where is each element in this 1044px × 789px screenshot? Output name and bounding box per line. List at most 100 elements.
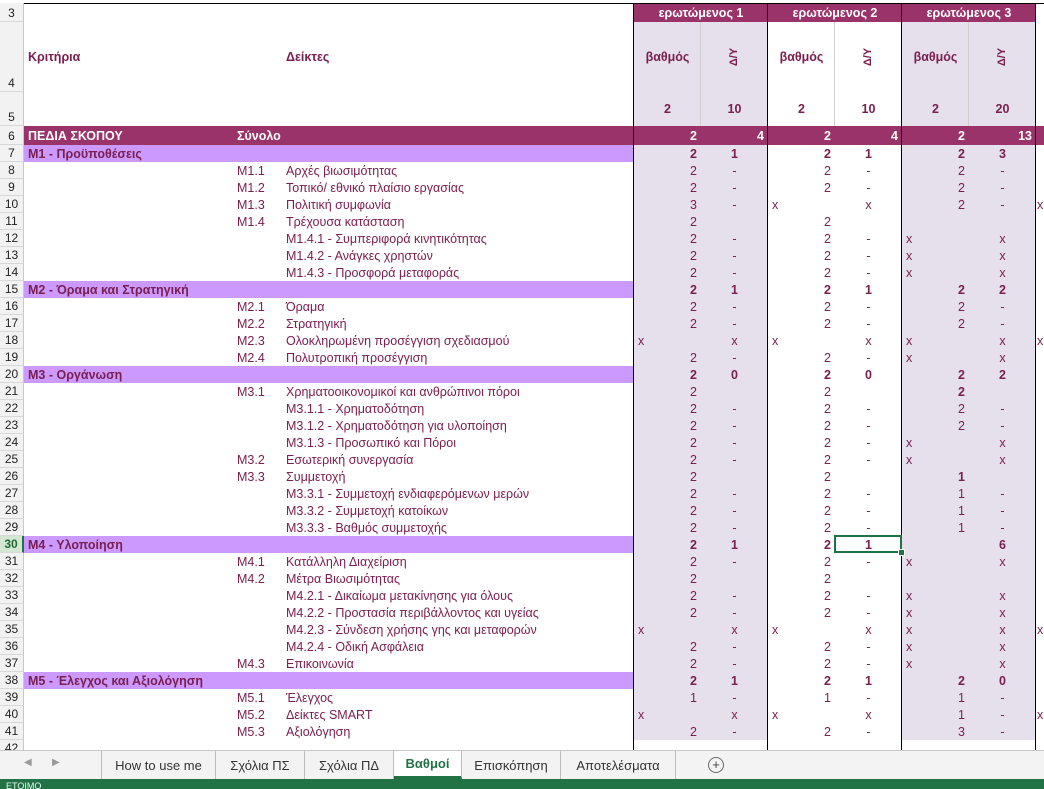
score-cell[interactable]: 2 — [824, 520, 831, 535]
na-cell[interactable]: - — [732, 724, 737, 739]
row-number[interactable]: 4 — [0, 22, 24, 92]
score-cell[interactable]: 2 — [690, 605, 697, 620]
na-cell[interactable]: x — [999, 435, 1006, 450]
na-cell[interactable]: - — [866, 350, 871, 365]
na-cell[interactable] — [701, 570, 768, 587]
row-number[interactable]: 3 — [0, 3, 24, 22]
score-cell[interactable]: x — [772, 707, 779, 722]
score-cell[interactable]: 1 — [958, 690, 965, 705]
score-cell[interactable]: 2 — [958, 299, 965, 314]
score-cell[interactable]: 2 — [824, 605, 831, 620]
na-cell[interactable]: 1 — [731, 673, 738, 688]
na-cell[interactable]: - — [1000, 197, 1005, 212]
score-cell[interactable]: 2 — [824, 265, 831, 280]
score-cell[interactable]: 1 — [958, 469, 965, 484]
score-cell[interactable]: 2 — [690, 724, 697, 739]
na-cell[interactable]: - — [866, 265, 871, 280]
score-cell[interactable]: x — [772, 197, 779, 212]
na-header-3[interactable]: Δ/Υ — [969, 22, 1036, 92]
na-cell[interactable]: - — [866, 486, 871, 501]
na-cell[interactable]: - — [866, 180, 871, 195]
na-cell[interactable]: - — [732, 316, 737, 331]
na-cell[interactable]: 2 — [999, 282, 1006, 297]
scroll-left-icon[interactable]: ◀ — [24, 757, 32, 768]
score-cell[interactable]: 2 — [824, 452, 831, 467]
score-cell[interactable]: 2 — [690, 401, 697, 416]
score-cell[interactable]: 2 — [824, 554, 831, 569]
row-number[interactable]: 14 — [0, 264, 24, 281]
score-cell[interactable]: 2 — [824, 316, 831, 331]
na-cell[interactable]: 0 — [731, 367, 738, 382]
score-cell[interactable]: 2 — [690, 537, 697, 552]
sub-indicator-label[interactable]: Μ4.2.4 - Οδική Ασφάλεια — [286, 639, 424, 654]
na-cell[interactable]: - — [732, 418, 737, 433]
na-cell[interactable]: - — [866, 554, 871, 569]
overflow-cell[interactable]: x — [1037, 197, 1044, 212]
score-cell[interactable]: 2 — [824, 656, 831, 671]
na-cell[interactable]: - — [732, 690, 737, 705]
na-cell[interactable]: x — [999, 248, 1006, 263]
row-number[interactable]: 15 — [0, 281, 24, 298]
na-cell[interactable] — [969, 383, 1036, 400]
score-cell[interactable]: 2 — [824, 299, 831, 314]
na-cell[interactable]: - — [1000, 520, 1005, 535]
score-cell[interactable]: 2 — [824, 367, 831, 382]
na-cell[interactable]: - — [732, 520, 737, 535]
na-cell[interactable]: 1 — [865, 673, 872, 688]
score-cell[interactable]: 2 — [824, 384, 831, 399]
na-cell[interactable] — [969, 570, 1036, 587]
indicator-label[interactable]: Πολυτροπική προσέγγιση — [286, 350, 428, 365]
score-cell[interactable]: 2 — [690, 554, 697, 569]
score-cell[interactable]: 2 — [824, 418, 831, 433]
score-cell[interactable]: 1 — [958, 486, 965, 501]
na-cell[interactable]: 1 — [865, 537, 872, 552]
row-number[interactable]: 7 — [0, 145, 24, 162]
indicators-header[interactable]: Δείκτες — [286, 50, 330, 64]
indicator-label[interactable]: Μέτρα Βιωσιμότητας — [286, 571, 400, 586]
score-cell[interactable]: 2 — [690, 214, 697, 229]
score-cell[interactable]: 2 — [690, 452, 697, 467]
indicator-label[interactable]: Χρηματοοικονομικοί και ανθρώπινοι πόροι — [286, 384, 520, 399]
na-cell[interactable]: x — [999, 656, 1006, 671]
score-cell[interactable]: 2 — [958, 367, 965, 382]
weight-cell[interactable]: 10 — [701, 92, 768, 126]
na-cell[interactable]: - — [866, 231, 871, 246]
weight-cell[interactable]: 10 — [861, 102, 876, 116]
indicator-label[interactable]: Επικοινωνία — [286, 656, 354, 671]
na-cell[interactable]: - — [1000, 724, 1005, 739]
na-cell[interactable]: - — [866, 418, 871, 433]
na-cell[interactable]: x — [999, 231, 1006, 246]
score-cell[interactable]: x — [906, 452, 913, 467]
indicator-code[interactable]: Μ4.3 — [237, 656, 265, 671]
score-cell[interactable]: 2 — [690, 299, 697, 314]
weight-cell[interactable]: 20 — [969, 92, 1036, 126]
row-number[interactable]: 12 — [0, 230, 24, 247]
score-cell[interactable]: 2 — [690, 486, 697, 501]
score-cell[interactable] — [902, 536, 969, 553]
sub-indicator-label[interactable]: Μ1.4.1 - Συμπεριφορά κινητικότητας — [286, 231, 487, 246]
weight-cell[interactable]: 2 — [798, 102, 805, 116]
na-cell[interactable]: x — [865, 622, 872, 637]
row-number[interactable]: 19 — [0, 349, 24, 366]
na-cell[interactable]: - — [732, 486, 737, 501]
selected-cell[interactable] — [834, 535, 902, 553]
na-cell[interactable]: x — [999, 622, 1006, 637]
score-cell[interactable]: x — [906, 333, 913, 348]
na-cell[interactable]: - — [866, 435, 871, 450]
score-cell[interactable]: x — [638, 622, 645, 637]
na-cell[interactable]: - — [866, 316, 871, 331]
na-cell[interactable]: x — [865, 707, 872, 722]
row-number[interactable]: 8 — [0, 162, 24, 179]
na-header-1[interactable]: Δ/Υ — [701, 22, 768, 92]
na-cell[interactable]: - — [1000, 163, 1005, 178]
indicator-code[interactable]: Μ3.3 — [237, 469, 265, 484]
na-cell[interactable]: x — [999, 639, 1006, 654]
sub-indicator-label[interactable]: Μ3.1.1 - Χρηματοδότηση — [286, 401, 425, 416]
row-number[interactable]: 33 — [0, 587, 24, 604]
indicator-label[interactable]: Συμμετοχή — [286, 469, 346, 484]
na-cell[interactable]: - — [732, 248, 737, 263]
score-cell[interactable]: x — [906, 265, 913, 280]
na-cell[interactable]: - — [866, 605, 871, 620]
na-cell[interactable]: 1 — [865, 146, 872, 161]
row-number[interactable]: 17 — [0, 315, 24, 332]
